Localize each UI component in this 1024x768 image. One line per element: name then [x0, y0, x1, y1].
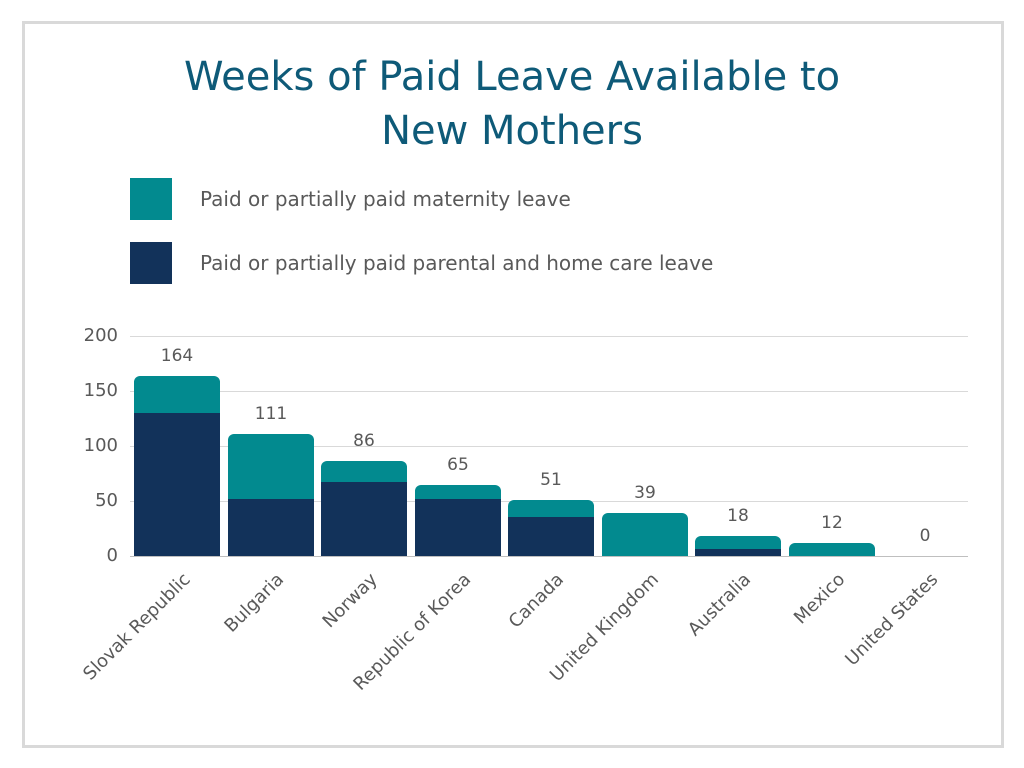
bar-value-label: 39 — [634, 483, 656, 504]
gridline — [130, 391, 968, 392]
legend-label-maternity: Paid or partially paid maternity leave — [200, 187, 571, 211]
x-axis — [130, 556, 968, 557]
bar — [602, 513, 688, 556]
legend-item-maternity: Paid or partially paid maternity leave — [130, 178, 571, 220]
bar-value-label: 164 — [160, 345, 194, 366]
bar-segment-maternity — [134, 375, 220, 413]
gridline — [130, 336, 968, 337]
bar-value-label: 0 — [919, 526, 931, 546]
ytick: 100 — [83, 435, 118, 456]
bar — [228, 433, 314, 556]
title-line-2: New Mothers — [381, 108, 643, 154]
bar-segment-parental — [508, 517, 594, 556]
legend-item-parental: Paid or partially paid parental and home… — [130, 242, 713, 284]
bar-segment-parental — [134, 412, 220, 556]
legend-swatch-parental — [130, 242, 172, 284]
bar-segment-parental — [228, 498, 314, 556]
bar-segment-maternity — [695, 536, 781, 550]
bar — [321, 461, 407, 556]
bar-segment-maternity — [602, 513, 688, 556]
bar-value-label: 12 — [821, 512, 843, 533]
bar — [134, 375, 220, 556]
ytick: 50 — [95, 490, 118, 511]
chart-title: Weeks of Paid Leave Available to New Mot… — [0, 50, 1024, 158]
legend-swatch-maternity — [130, 178, 172, 220]
ytick: 150 — [83, 380, 118, 401]
bar-value-label: 86 — [353, 431, 375, 452]
ytick: 200 — [83, 325, 118, 346]
bar-segment-maternity — [508, 499, 594, 518]
bar-value-label: 18 — [727, 506, 749, 527]
bar-segment-maternity — [321, 461, 407, 483]
bar — [789, 542, 875, 556]
bar-value-label: 65 — [447, 454, 469, 475]
chart-frame — [22, 21, 1004, 748]
title-line-1: Weeks of Paid Leave Available to — [183, 54, 841, 100]
bar-segment-maternity — [789, 542, 875, 556]
gridline — [130, 446, 968, 447]
legend-label-parental: Paid or partially paid parental and home… — [200, 251, 714, 275]
bar — [508, 499, 594, 556]
bar-value-label: 111 — [254, 403, 288, 424]
bar — [415, 484, 501, 557]
bar-segment-maternity — [415, 484, 501, 499]
bar-value-label: 51 — [540, 469, 562, 490]
bar-segment-maternity — [228, 433, 314, 499]
ytick: 0 — [106, 545, 118, 566]
bar — [695, 536, 781, 556]
bar-segment-parental — [415, 498, 501, 556]
bar-segment-parental — [695, 549, 781, 556]
bar-segment-parental — [321, 482, 407, 556]
